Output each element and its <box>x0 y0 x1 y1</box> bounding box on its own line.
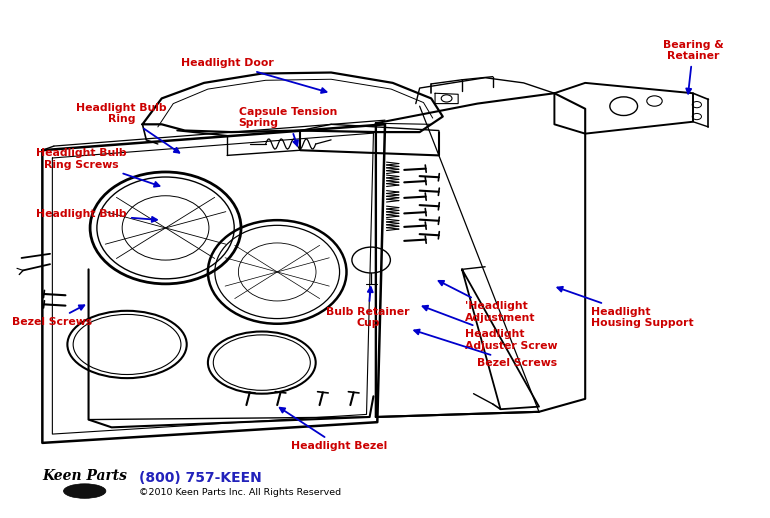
Text: Keen Parts: Keen Parts <box>42 468 127 483</box>
Text: ©2010 Keen Parts Inc. All Rights Reserved: ©2010 Keen Parts Inc. All Rights Reserve… <box>139 487 340 497</box>
Text: Bearing &
Retainer: Bearing & Retainer <box>663 39 723 94</box>
Text: Headlight Bulb
Ring Screws: Headlight Bulb Ring Screws <box>35 148 159 186</box>
Text: Headlight Bulb
Ring: Headlight Bulb Ring <box>76 103 179 153</box>
Text: Bezel Screws: Bezel Screws <box>414 329 557 368</box>
Text: Bezel Screws: Bezel Screws <box>12 305 92 327</box>
Text: Headlight
Adjuster Screw: Headlight Adjuster Screw <box>423 306 557 351</box>
Text: Headlight Bulb: Headlight Bulb <box>35 209 157 222</box>
Text: Headlight Bezel: Headlight Bezel <box>280 408 387 451</box>
Text: Capsule Tension
Spring: Capsule Tension Spring <box>239 107 337 146</box>
Text: Headlight Door: Headlight Door <box>181 59 326 93</box>
Ellipse shape <box>63 484 106 498</box>
Text: (800) 757-KEEN: (800) 757-KEEN <box>139 470 261 485</box>
Text: 'Headlight
Adjustment: 'Headlight Adjustment <box>439 281 536 323</box>
Text: Headlight
Housing Support: Headlight Housing Support <box>557 287 694 328</box>
Text: Bulb Retainer
Cup: Bulb Retainer Cup <box>326 287 410 328</box>
